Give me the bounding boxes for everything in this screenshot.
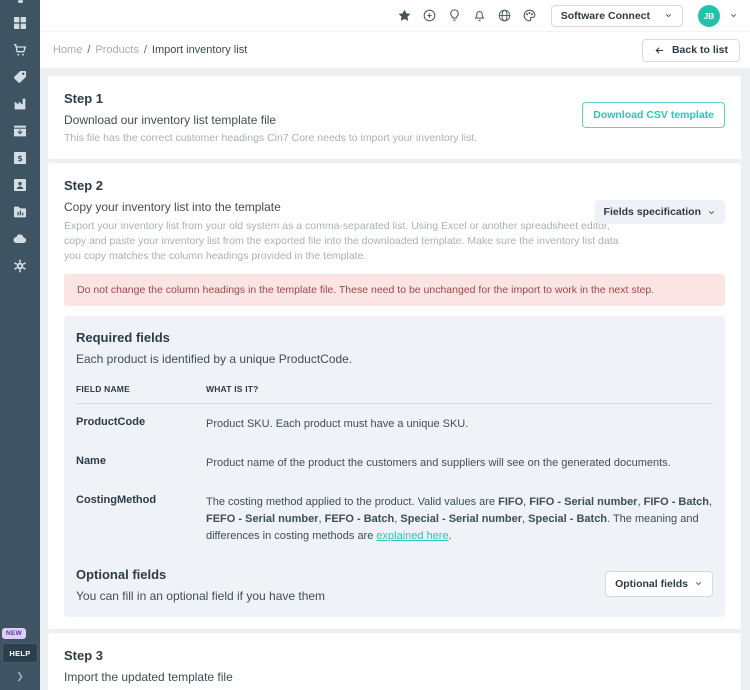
integrations-cloud-icon[interactable]: [12, 230, 29, 247]
back-to-list-label: Back to list: [671, 44, 728, 56]
chevron-down-icon: [665, 14, 672, 18]
fields-specification-label: Fields specification: [603, 206, 701, 218]
chevron-down-icon: [708, 210, 715, 214]
org-selector-label: Software Connect: [560, 9, 650, 22]
settings-gear-icon[interactable]: [12, 257, 29, 274]
table-row: CostingMethod The costing method applied …: [76, 482, 713, 555]
fields-table-header: FIELD NAME WHAT IS IT?: [76, 376, 713, 404]
reports-folder-icon[interactable]: [12, 203, 29, 220]
step3-note: The file you import must be a CSV (Comma…: [64, 689, 725, 690]
arrow-left-icon: [655, 46, 664, 54]
fields-table: FIELD NAME WHAT IS IT? ProductCode Produc…: [76, 376, 713, 555]
optional-fields-subtitle: You can fill in an optional field if you…: [76, 588, 326, 603]
breadcrumb-products[interactable]: Products: [95, 44, 139, 56]
field-name-cell: CostingMethod: [76, 493, 157, 506]
fields-table-body: ProductCode Product SKU. Each product mus…: [76, 404, 713, 555]
notifications-bell-icon[interactable]: [472, 8, 488, 24]
org-selector[interactable]: Software Connect: [550, 4, 683, 27]
help-button[interactable]: HELP: [2, 643, 38, 663]
step1-title: Step 1: [64, 91, 104, 106]
optional-fields-title: Optional fields: [76, 566, 167, 582]
step1-card: Step 1 Download our inventory list templ…: [48, 76, 741, 159]
column-header-field-name: FIELD NAME: [76, 383, 130, 394]
breadcrumb: Home / Products / Import inventory list: [53, 44, 247, 56]
financials-dollar-icon[interactable]: $: [12, 149, 29, 166]
step3-subtitle: Import the updated template file: [64, 669, 233, 684]
required-fields-panel: Required fields Each product is identifi…: [64, 315, 725, 617]
step2-subtitle: Copy your inventory list into the templa…: [64, 200, 281, 214]
main-content: Step 1 Download our inventory list templ…: [40, 68, 750, 690]
sidebar-partial-icon: [17, 0, 23, 3]
warning-alert: Do not change the column headings in the…: [64, 273, 725, 306]
step3-title: Step 3: [64, 647, 104, 663]
step2-card: Step 2 Copy your inventory list into the…: [48, 163, 741, 629]
breadcrumb-home[interactable]: Home: [53, 44, 83, 56]
field-name-cell: Name: [76, 454, 106, 467]
add-circle-icon[interactable]: [422, 8, 438, 24]
optional-fields-section: Optional fields You can fill in an optio…: [76, 567, 713, 603]
step3-card: Step 3 Import the updated template file …: [48, 632, 741, 690]
field-name-cell: ProductCode: [76, 415, 146, 428]
step2-title: Step 2: [64, 178, 104, 193]
optional-fields-button[interactable]: Optional fields: [605, 570, 713, 597]
purchases-tag-icon[interactable]: [12, 68, 29, 85]
table-row: Name Product name of the product the cust…: [76, 443, 713, 482]
inventory-archive-icon[interactable]: [12, 122, 29, 139]
back-to-list-button[interactable]: Back to list: [641, 38, 740, 62]
field-description-cell: The costing method applied to the produc…: [206, 495, 713, 542]
sidebar-expand-chevron[interactable]: ❯: [16, 671, 24, 681]
step1-note: This file has the correct customer headi…: [64, 132, 478, 144]
star-icon[interactable]: [397, 8, 413, 24]
sidebar: $ NEW HELP ❯: [0, 0, 40, 690]
required-fields-subtitle: Each product is identified by a unique P…: [76, 351, 353, 366]
breadcrumb-separator: /: [143, 44, 147, 56]
new-badge: NEW: [2, 628, 27, 639]
lightbulb-icon[interactable]: [447, 8, 463, 24]
field-description-cell: Product name of the product the customer…: [206, 456, 671, 469]
globe-icon[interactable]: [497, 8, 513, 24]
optional-fields-button-label: Optional fields: [615, 577, 688, 590]
sales-cart-icon[interactable]: [12, 41, 29, 58]
table-row: ProductCode Product SKU. Each product mus…: [76, 404, 713, 443]
breadcrumb-bar: Home / Products / Import inventory list …: [40, 32, 750, 68]
explained-here-link[interactable]: explained here: [376, 529, 449, 542]
column-header-what-is-it: WHAT IS IT?: [206, 383, 259, 394]
contacts-card-icon[interactable]: [12, 176, 29, 193]
field-description-cell: Product SKU. Each product must have a un…: [206, 417, 469, 430]
download-csv-template-button[interactable]: Download CSV template: [582, 102, 725, 128]
step2-description: Export your inventory list from your old…: [64, 220, 619, 263]
required-fields-title: Required fields: [76, 329, 170, 345]
user-menu-chevron-icon[interactable]: [729, 11, 738, 20]
breadcrumb-separator: /: [87, 44, 91, 56]
step1-subtitle: Download our inventory list template fil…: [64, 113, 277, 127]
fields-specification-button[interactable]: Fields specification: [594, 200, 725, 224]
palette-icon[interactable]: [522, 8, 538, 24]
production-factory-icon[interactable]: [12, 95, 29, 112]
breadcrumb-current: Import inventory list: [151, 44, 248, 56]
dashboard-icon[interactable]: [12, 14, 29, 31]
top-header: Software Connect JB: [40, 0, 750, 32]
svg-text:$: $: [17, 154, 23, 163]
avatar[interactable]: JB: [698, 4, 720, 27]
chevron-down-icon: [695, 582, 702, 586]
